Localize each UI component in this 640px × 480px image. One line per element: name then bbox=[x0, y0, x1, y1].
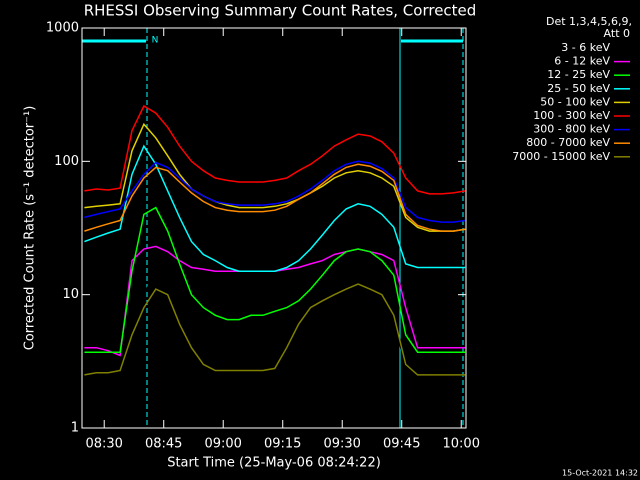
series-line bbox=[84, 283, 466, 376]
series-line bbox=[131, 266, 466, 405]
timestamp: 15-Oct-2021 14:32 bbox=[562, 469, 638, 478]
chart-title: RHESSI Observing Summary Count Rates, Co… bbox=[84, 2, 477, 20]
series-line bbox=[84, 163, 466, 232]
legend-label: 800 - 7000 keV bbox=[526, 136, 610, 149]
annotation: N bbox=[152, 36, 159, 46]
legend-label: 100 - 300 keV bbox=[533, 109, 610, 122]
plot-area: N bbox=[82, 28, 464, 428]
x-tick-label: 09:15 bbox=[264, 437, 301, 452]
detectors-label: Det 1,3,4,5,6,9, bbox=[546, 15, 632, 28]
legend-label: 12 - 25 keV bbox=[547, 68, 610, 81]
x-tick-label: 09:00 bbox=[204, 437, 241, 452]
legend-label: 50 - 100 keV bbox=[540, 95, 610, 108]
legend-label: 300 - 800 keV bbox=[533, 123, 610, 136]
y-tick-label: 10 bbox=[62, 287, 79, 302]
x-tick-label: 10:00 bbox=[443, 437, 480, 452]
attenuator-label: Att 0 bbox=[604, 27, 630, 40]
x-tick-label: 09:30 bbox=[323, 437, 360, 452]
series-line bbox=[84, 206, 466, 353]
series-line bbox=[84, 160, 466, 223]
series-line bbox=[84, 122, 466, 232]
legend-label: 7000 - 15000 keV bbox=[512, 150, 610, 163]
y-tick-label: 1000 bbox=[46, 21, 79, 36]
x-axis-label: Start Time (25-May-06 08:24:22) bbox=[167, 456, 381, 471]
legend-label: 25 - 50 keV bbox=[547, 82, 610, 95]
legend-label: 6 - 12 keV bbox=[554, 55, 610, 68]
axes-frame bbox=[81, 27, 467, 429]
legend-label: 3 - 6 keV bbox=[561, 41, 610, 54]
x-tick-label: 08:30 bbox=[85, 437, 122, 452]
y-tick-label: 100 bbox=[54, 154, 79, 169]
x-tick-label: 08:45 bbox=[145, 437, 182, 452]
series-line bbox=[84, 144, 466, 272]
y-axis-label: Corrected Count Rate (s⁻¹ detector⁻¹) bbox=[23, 106, 38, 351]
series-line bbox=[84, 104, 466, 195]
y-tick-label: 1 bbox=[71, 421, 79, 436]
x-tick-label: 09:45 bbox=[383, 437, 420, 452]
